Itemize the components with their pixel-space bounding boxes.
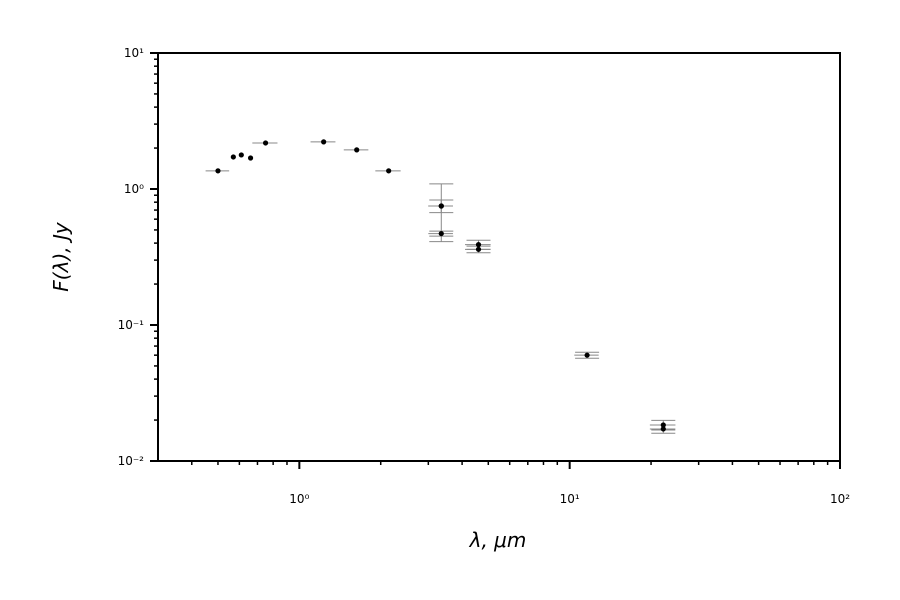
- y-axis-label: F(λ), Jy: [49, 221, 73, 292]
- data-point: [321, 139, 327, 145]
- data-point: [475, 246, 482, 252]
- x-axis-label: λ, μm: [469, 528, 527, 552]
- data-point: [215, 168, 221, 174]
- y-tick-label: 10⁰: [124, 182, 144, 196]
- x-tick-label: 10¹: [560, 492, 580, 506]
- data-point: [438, 230, 444, 237]
- y-tick-label: 10⁻¹: [118, 318, 145, 332]
- data-point: [475, 242, 482, 248]
- x-tick-label: 10⁰: [289, 492, 309, 506]
- data-point: [386, 168, 392, 174]
- data-point: [230, 154, 236, 160]
- data-point: [660, 426, 666, 432]
- data-point: [660, 422, 666, 428]
- x-tick-label: 10²: [830, 492, 850, 506]
- data-point: [354, 147, 360, 153]
- plot-frame: [157, 52, 841, 462]
- data-point: [584, 352, 590, 358]
- data-point: [238, 152, 244, 158]
- data-point: [262, 140, 269, 146]
- data-point: [247, 155, 254, 161]
- y-tick-label: 10¹: [124, 46, 144, 60]
- data-point: [438, 203, 444, 209]
- y-tick-label: 10⁻²: [118, 454, 145, 468]
